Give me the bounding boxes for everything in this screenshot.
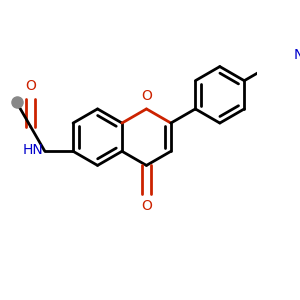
Text: O: O bbox=[141, 88, 152, 103]
Text: O: O bbox=[141, 199, 152, 213]
Text: O: O bbox=[25, 79, 36, 93]
Text: HN: HN bbox=[23, 143, 44, 157]
Text: N: N bbox=[294, 48, 300, 62]
